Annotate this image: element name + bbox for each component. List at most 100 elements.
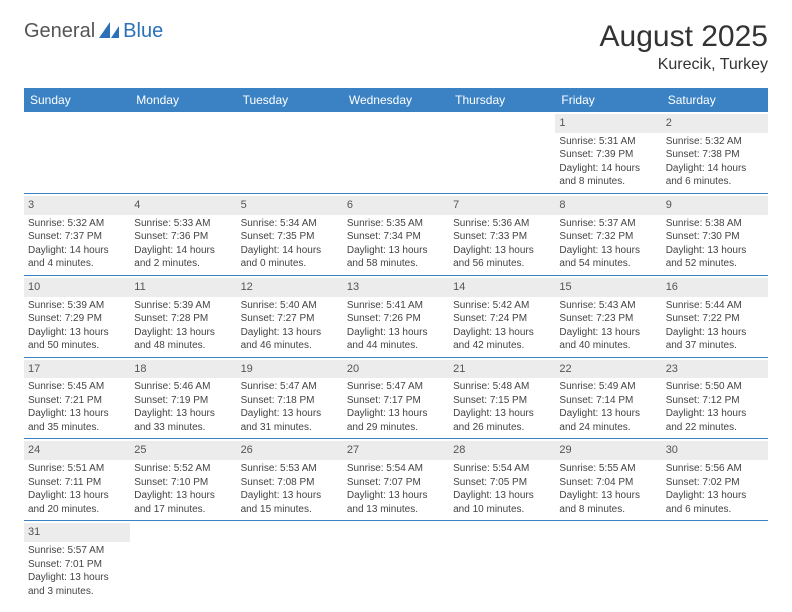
day-info: Sunrise: 5:43 AMSunset: 7:23 PMDaylight:… (559, 299, 657, 353)
day-info: Sunrise: 5:35 AMSunset: 7:34 PMDaylight:… (347, 217, 445, 271)
day-number: 14 (449, 278, 555, 297)
empty-cell (343, 112, 449, 193)
day-number: 29 (555, 441, 661, 460)
week-row: 17Sunrise: 5:45 AMSunset: 7:21 PMDayligh… (24, 358, 768, 440)
day-info: Sunrise: 5:40 AMSunset: 7:27 PMDaylight:… (241, 299, 339, 353)
day-number: 19 (237, 360, 343, 379)
day-info: Sunrise: 5:39 AMSunset: 7:29 PMDaylight:… (28, 299, 126, 353)
daylight-text: Daylight: 13 hours and 35 minutes. (28, 407, 126, 434)
sunset-text: Sunset: 7:11 PM (28, 476, 126, 490)
calendar: SundayMondayTuesdayWednesdayThursdayFrid… (24, 88, 768, 602)
sunset-text: Sunset: 7:19 PM (134, 394, 232, 408)
sunset-text: Sunset: 7:22 PM (666, 312, 764, 326)
day-info: Sunrise: 5:50 AMSunset: 7:12 PMDaylight:… (666, 380, 764, 434)
sunrise-text: Sunrise: 5:32 AM (666, 135, 764, 149)
daylight-text: Daylight: 14 hours and 2 minutes. (134, 244, 232, 271)
sunrise-text: Sunrise: 5:53 AM (241, 462, 339, 476)
day-number: 22 (555, 360, 661, 379)
day-info: Sunrise: 5:55 AMSunset: 7:04 PMDaylight:… (559, 462, 657, 516)
daylight-text: Daylight: 13 hours and 15 minutes. (241, 489, 339, 516)
sunset-text: Sunset: 7:27 PM (241, 312, 339, 326)
day-info: Sunrise: 5:47 AMSunset: 7:18 PMDaylight:… (241, 380, 339, 434)
sunset-text: Sunset: 7:24 PM (453, 312, 551, 326)
empty-cell (343, 521, 449, 602)
daylight-text: Daylight: 13 hours and 40 minutes. (559, 326, 657, 353)
day-number: 20 (343, 360, 449, 379)
day-info: Sunrise: 5:51 AMSunset: 7:11 PMDaylight:… (28, 462, 126, 516)
sunrise-text: Sunrise: 5:36 AM (453, 217, 551, 231)
day-number: 6 (343, 196, 449, 215)
sunset-text: Sunset: 7:26 PM (347, 312, 445, 326)
day-cell: 13Sunrise: 5:41 AMSunset: 7:26 PMDayligh… (343, 276, 449, 357)
day-number: 21 (449, 360, 555, 379)
sunset-text: Sunset: 7:02 PM (666, 476, 764, 490)
day-number: 18 (130, 360, 236, 379)
day-cell: 12Sunrise: 5:40 AMSunset: 7:27 PMDayligh… (237, 276, 343, 357)
day-cell: 17Sunrise: 5:45 AMSunset: 7:21 PMDayligh… (24, 358, 130, 439)
day-number: 16 (662, 278, 768, 297)
daylight-text: Daylight: 13 hours and 56 minutes. (453, 244, 551, 271)
day-info: Sunrise: 5:44 AMSunset: 7:22 PMDaylight:… (666, 299, 764, 353)
logo-text-blue: Blue (123, 20, 163, 43)
day-cell: 16 Sunrise: 5:44 AMSunset: 7:22 PMDayligh… (662, 276, 768, 357)
sunset-text: Sunset: 7:28 PM (134, 312, 232, 326)
day-cell: 31Sunrise: 5:57 AMSunset: 7:01 PMDayligh… (24, 521, 130, 602)
month-title: August 2025 (600, 20, 768, 54)
day-info: Sunrise: 5:48 AMSunset: 7:15 PMDaylight:… (453, 380, 551, 434)
daylight-text: Daylight: 13 hours and 10 minutes. (453, 489, 551, 516)
daylight-text: Daylight: 13 hours and 54 minutes. (559, 244, 657, 271)
day-cell: 6 Sunrise: 5:35 AMSunset: 7:34 PMDaylight… (343, 194, 449, 275)
sunset-text: Sunset: 7:34 PM (347, 230, 445, 244)
day-cell: 9Sunrise: 5:38 AMSunset: 7:30 PMDaylight… (662, 194, 768, 275)
day-cell: 29 Sunrise: 5:55 AMSunset: 7:04 PMDayligh… (555, 439, 661, 520)
day-number: 26 (237, 441, 343, 460)
sunset-text: Sunset: 7:23 PM (559, 312, 657, 326)
header: General Blue August 2025 Kurecik, Turkey (24, 20, 768, 74)
empty-cell (449, 112, 555, 193)
sunrise-text: Sunrise: 5:47 AM (347, 380, 445, 394)
day-cell: 20Sunrise: 5:47 AMSunset: 7:17 PMDayligh… (343, 358, 449, 439)
logo-sail-icon (99, 22, 121, 38)
sunset-text: Sunset: 7:14 PM (559, 394, 657, 408)
sunrise-text: Sunrise: 5:39 AM (134, 299, 232, 313)
day-cell: 4Sunrise: 5:33 AMSunset: 7:36 PMDaylight… (130, 194, 236, 275)
day-cell: 15Sunrise: 5:43 AMSunset: 7:23 PMDayligh… (555, 276, 661, 357)
day-number: 25 (130, 441, 236, 460)
sunrise-text: Sunrise: 5:47 AM (241, 380, 339, 394)
day-info: Sunrise: 5:33 AMSunset: 7:36 PMDaylight:… (134, 217, 232, 271)
day-info: Sunrise: 5:38 AMSunset: 7:30 PMDaylight:… (666, 217, 764, 271)
sunset-text: Sunset: 7:30 PM (666, 230, 764, 244)
day-info: Sunrise: 5:57 AMSunset: 7:01 PMDaylight:… (28, 544, 126, 598)
day-header: Thursday (449, 88, 555, 112)
sunset-text: Sunset: 7:18 PM (241, 394, 339, 408)
daylight-text: Daylight: 13 hours and 24 minutes. (559, 407, 657, 434)
sunrise-text: Sunrise: 5:34 AM (241, 217, 339, 231)
sunset-text: Sunset: 7:05 PM (453, 476, 551, 490)
empty-cell (237, 521, 343, 602)
sunrise-text: Sunrise: 5:46 AM (134, 380, 232, 394)
location: Kurecik, Turkey (600, 56, 768, 74)
sunset-text: Sunset: 7:04 PM (559, 476, 657, 490)
daylight-text: Daylight: 13 hours and 31 minutes. (241, 407, 339, 434)
daylight-text: Daylight: 13 hours and 13 minutes. (347, 489, 445, 516)
daylight-text: Daylight: 13 hours and 17 minutes. (134, 489, 232, 516)
daylight-text: Daylight: 14 hours and 4 minutes. (28, 244, 126, 271)
sunset-text: Sunset: 7:08 PM (241, 476, 339, 490)
logo: General Blue (24, 20, 163, 43)
day-cell: 21Sunrise: 5:48 AMSunset: 7:15 PMDayligh… (449, 358, 555, 439)
day-header: Tuesday (237, 88, 343, 112)
week-row: 24Sunrise: 5:51 AMSunset: 7:11 PMDayligh… (24, 439, 768, 521)
daylight-text: Daylight: 13 hours and 50 minutes. (28, 326, 126, 353)
day-cell: 18Sunrise: 5:46 AMSunset: 7:19 PMDayligh… (130, 358, 236, 439)
sunrise-text: Sunrise: 5:39 AM (28, 299, 126, 313)
day-info: Sunrise: 5:42 AMSunset: 7:24 PMDaylight:… (453, 299, 551, 353)
logo-text-general: General (24, 20, 95, 43)
day-header: Friday (555, 88, 661, 112)
day-info: Sunrise: 5:31 AMSunset: 7:39 PMDaylight:… (559, 135, 657, 189)
week-row: 31Sunrise: 5:57 AMSunset: 7:01 PMDayligh… (24, 521, 768, 602)
daylight-text: Daylight: 13 hours and 42 minutes. (453, 326, 551, 353)
day-info: Sunrise: 5:53 AMSunset: 7:08 PMDaylight:… (241, 462, 339, 516)
day-number: 23 (662, 360, 768, 379)
empty-cell (449, 521, 555, 602)
day-info: Sunrise: 5:54 AMSunset: 7:05 PMDaylight:… (453, 462, 551, 516)
